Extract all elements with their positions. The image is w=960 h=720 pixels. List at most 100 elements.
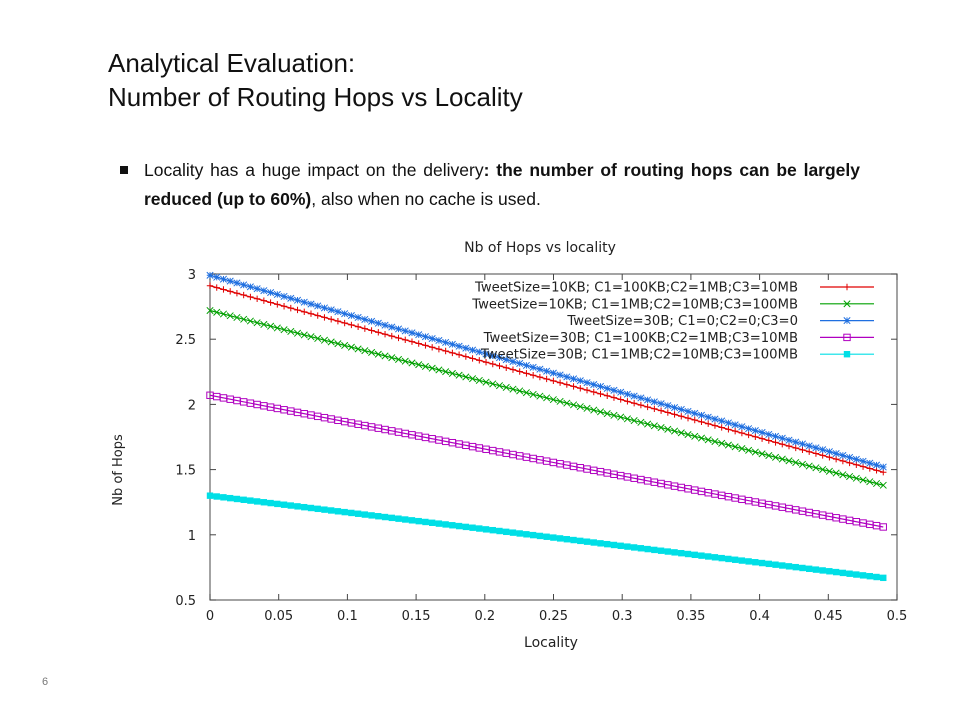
data-point (415, 331, 423, 339)
data-point (798, 460, 807, 468)
data-point (267, 299, 274, 306)
data-point (745, 558, 752, 565)
data-point (469, 524, 476, 531)
data-point (617, 542, 624, 549)
data-point (758, 559, 766, 567)
data-point (523, 531, 530, 538)
data-point (839, 451, 847, 460)
data-point (246, 317, 254, 325)
data-point (550, 377, 557, 385)
data-point (280, 326, 288, 334)
data-point (806, 448, 813, 455)
y-tick-label: 1.5 (175, 464, 196, 479)
data-point (401, 357, 409, 365)
x-tick-label: 0.1 (337, 609, 358, 624)
data-point (408, 329, 416, 337)
data-point (361, 347, 369, 355)
data-point (327, 316, 335, 323)
data-point (624, 398, 631, 405)
data-point (832, 469, 840, 477)
data-point (495, 354, 504, 362)
data-point (260, 499, 268, 506)
data-point (347, 343, 355, 351)
data-point (859, 457, 867, 465)
data-point (543, 367, 551, 375)
data-point (381, 321, 389, 329)
data-point (590, 381, 598, 389)
data-point (401, 327, 409, 335)
data-point (785, 436, 793, 444)
data-point (859, 476, 867, 484)
data-point (415, 340, 422, 347)
data-point (758, 450, 766, 458)
data-point (670, 404, 679, 412)
data-point (798, 440, 807, 448)
data-point (516, 368, 523, 375)
data-point (812, 450, 820, 457)
data-point (341, 319, 348, 327)
square-bullet-icon (120, 166, 128, 174)
data-point (509, 529, 517, 536)
data-point (839, 569, 847, 577)
data-point (462, 523, 470, 531)
data-point (724, 441, 732, 449)
data-point (725, 426, 732, 433)
data-point (772, 561, 779, 568)
data-point (489, 526, 496, 534)
data-point (550, 534, 557, 541)
data-point (428, 335, 436, 343)
data-point (704, 436, 712, 444)
data-point (428, 364, 436, 372)
data-point (368, 317, 376, 325)
data-point (758, 435, 766, 442)
y-tick-label: 3 (188, 268, 196, 283)
data-point (597, 540, 604, 547)
data-point (287, 327, 295, 336)
data-point (650, 422, 658, 430)
data-point (866, 478, 874, 486)
data-point (812, 464, 820, 472)
series-line (209, 394, 884, 528)
data-point (233, 279, 241, 287)
data-point (206, 306, 214, 315)
data-point (233, 313, 241, 322)
data-point (779, 562, 786, 569)
data-point (751, 427, 759, 435)
data-point (839, 457, 847, 465)
data-point (671, 549, 678, 556)
data-point (711, 422, 719, 429)
data-point (644, 420, 652, 428)
data-point (738, 429, 746, 437)
data-point (536, 532, 544, 540)
legend-marker (843, 300, 851, 308)
data-point (327, 338, 335, 346)
data-point (219, 310, 228, 318)
data-point (448, 340, 456, 348)
data-point (294, 306, 301, 314)
data-point (314, 302, 322, 310)
data-point (219, 275, 228, 283)
plot-area: 0 0.05 0.1 0.15 0.2 0.25 0.3 0.35 0.4 0.45 0.5 0.5 1… (175, 268, 907, 624)
data-point (260, 287, 268, 295)
data-point (442, 338, 450, 346)
data-point (819, 446, 827, 454)
data-point (287, 304, 294, 312)
data-point (394, 325, 403, 333)
data-point (664, 409, 672, 416)
chart-title: Nb of Hops vs locality (464, 240, 616, 256)
data-point (745, 425, 753, 433)
legend-label: TweetSize=10KB; C1=1MB;C2=10MB;C3=100MB (471, 297, 798, 312)
data-point (805, 462, 813, 470)
data-point (294, 503, 301, 510)
data-point (496, 362, 503, 370)
data-point (657, 407, 665, 414)
data-point (772, 439, 779, 446)
data-point (449, 522, 456, 529)
data-point (226, 312, 234, 320)
data-point (408, 359, 416, 367)
data-point (536, 373, 544, 381)
data-point (623, 390, 631, 398)
series-2 (206, 306, 887, 489)
data-point (267, 499, 274, 507)
data-point (543, 394, 551, 402)
